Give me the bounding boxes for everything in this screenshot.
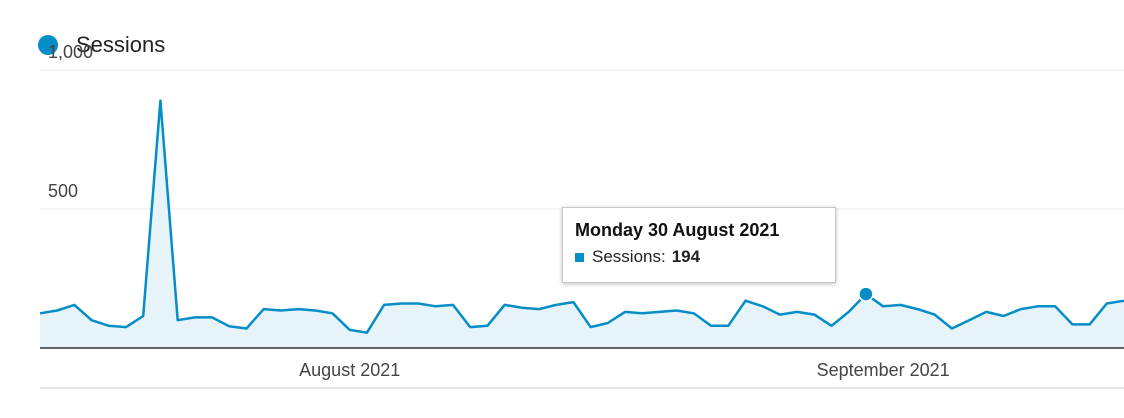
legend-swatch <box>38 35 58 55</box>
series-area <box>40 100 1124 348</box>
tooltip: Monday 30 August 2021 Sessions: 194 <box>562 207 836 283</box>
tooltip-row: Sessions: 194 <box>575 247 823 267</box>
highlight-point <box>858 286 874 302</box>
tooltip-series-label: Sessions: <box>592 247 666 266</box>
tooltip-date: Monday 30 August 2021 <box>575 220 780 240</box>
legend: Sessions <box>38 30 165 60</box>
legend-label: Sessions <box>76 32 166 57</box>
tooltip-swatch <box>575 252 584 262</box>
tooltip-value: 194 <box>671 247 701 266</box>
series-line <box>39 99 1124 334</box>
x-tick-label: September 2021 <box>817 360 950 380</box>
y-tick-label: 500 <box>48 181 78 201</box>
x-tick-label: August 2021 <box>299 360 400 380</box>
y-tick-label: 1,000 <box>48 42 93 62</box>
